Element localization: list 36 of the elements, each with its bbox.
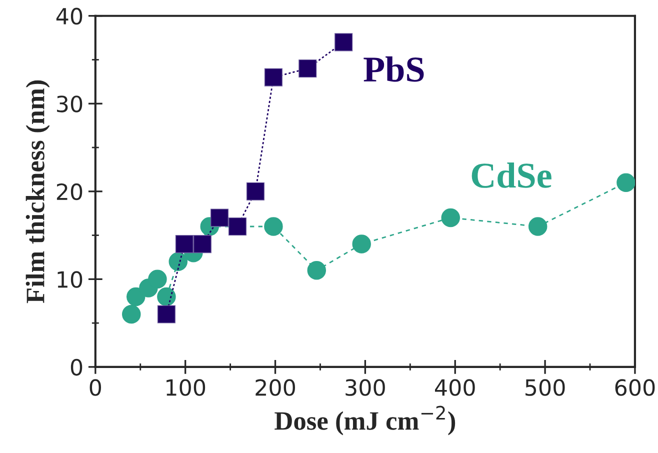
point: [228, 217, 247, 236]
point: [298, 59, 317, 78]
point: [264, 217, 283, 236]
point: [616, 173, 635, 192]
point: [193, 235, 212, 254]
point: [168, 252, 188, 271]
point: [352, 234, 371, 254]
x-tick-label: 100: [166, 379, 206, 396]
y-tick-label: 40: [56, 8, 82, 25]
point: [264, 68, 282, 86]
x-tick-label: 0: [90, 379, 102, 396]
x-tick-label: 300: [346, 379, 385, 396]
point: [210, 208, 229, 227]
y-tick-label: 10: [58, 271, 82, 288]
y-tick-label: 30: [57, 96, 82, 112]
series-label: PbS: [364, 56, 424, 82]
point: [441, 208, 460, 228]
x-axis-title: Dose (mJ cm$^{−2}$): [274, 406, 456, 436]
point: [157, 287, 176, 306]
point: [122, 304, 141, 324]
point: [148, 270, 167, 289]
point: [157, 305, 176, 324]
point: [126, 287, 146, 306]
y-axis-title: Film thickness (nm): [26, 80, 50, 304]
series-label: CdSe: [472, 162, 552, 188]
y-tick-label: 20: [56, 183, 82, 200]
point: [175, 235, 194, 254]
point: [334, 33, 353, 52]
point: [528, 217, 548, 236]
point: [246, 182, 265, 200]
x-tick-label: 600: [615, 379, 655, 396]
y-tick-label: 0: [70, 358, 82, 376]
x-tick-label: 200: [256, 379, 295, 396]
point: [307, 261, 326, 280]
x-tick-label: 500: [526, 379, 565, 396]
x-tick-label: 400: [434, 379, 475, 396]
